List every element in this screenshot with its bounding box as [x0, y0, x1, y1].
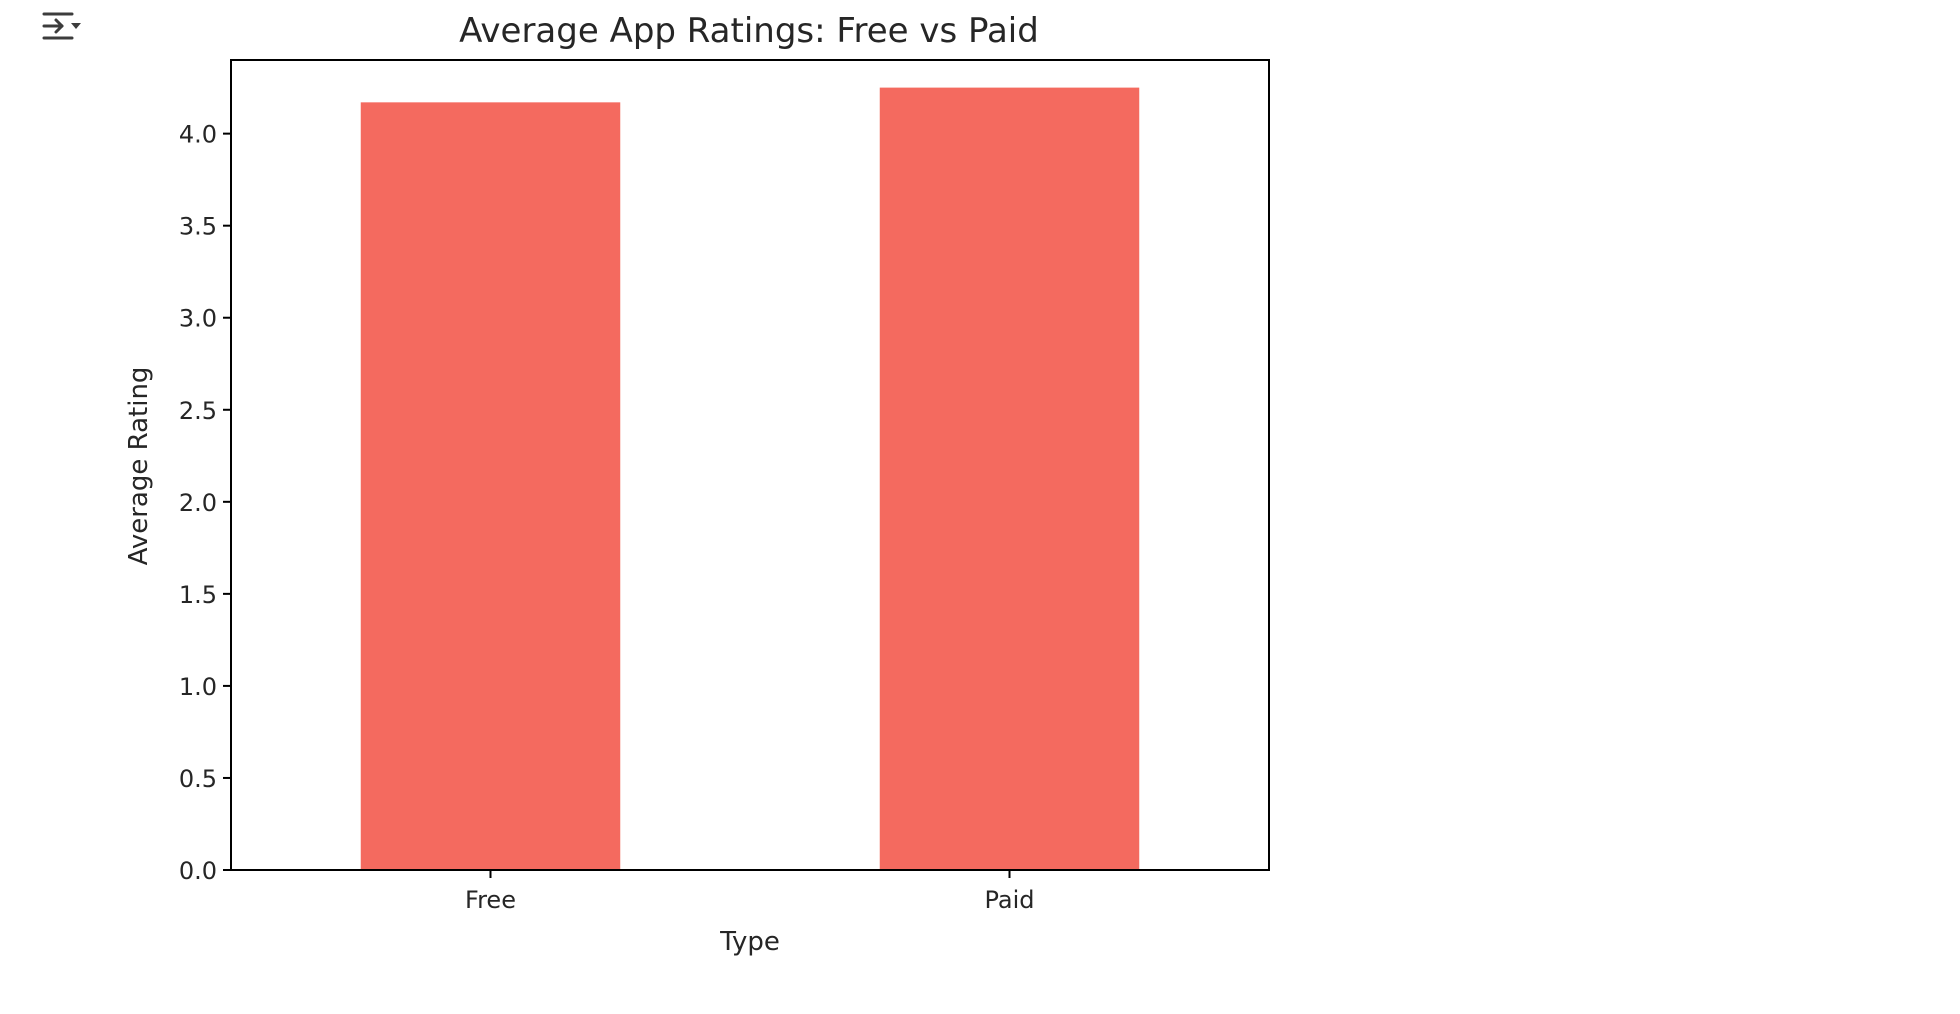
bar-paid [879, 87, 1140, 870]
y-tick-label: 0.5 [179, 765, 217, 793]
y-tick-label: 2.5 [179, 397, 217, 425]
x-tick-label: Paid [984, 886, 1034, 914]
y-tick-label: 3.0 [179, 305, 217, 333]
x-tick-label: Free [465, 886, 516, 914]
y-tick-label: 1.5 [179, 581, 217, 609]
y-tick-label: 1.0 [179, 673, 217, 701]
x-axis-label: Type [719, 927, 780, 957]
x-axis: Free Paid [465, 870, 1035, 914]
y-tick-label: 4.0 [179, 121, 217, 149]
bars-group [360, 87, 1140, 870]
y-tick-label: 0.0 [179, 857, 217, 885]
y-tick-label: 3.5 [179, 213, 217, 241]
output-collapse-toggle[interactable] [36, 6, 86, 46]
y-axis: 0.0 0.5 1.0 1.5 2.0 2.5 3.0 3.5 4.0 [179, 121, 231, 885]
y-axis-label: Average Rating [124, 367, 154, 566]
output-collapse-icon [42, 12, 81, 40]
plot-frame [230, 59, 1270, 871]
chart-title: Average App Ratings: Free vs Paid [459, 11, 1039, 51]
bar-free [360, 102, 621, 870]
y-tick-label: 2.0 [179, 489, 217, 517]
